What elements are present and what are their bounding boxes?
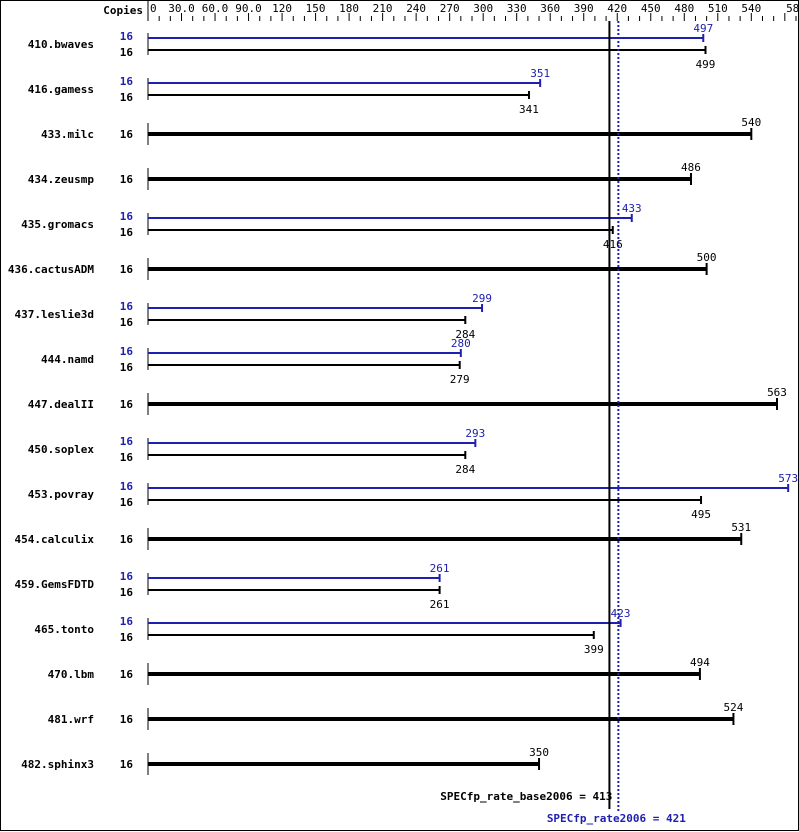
base-value: 563 bbox=[767, 386, 787, 399]
benchmark-name: 470.lbm bbox=[48, 668, 95, 681]
benchmark-name: 482.sphinx3 bbox=[21, 758, 94, 771]
benchmark-name: 465.tonto bbox=[34, 623, 94, 636]
peak-value: 351 bbox=[530, 67, 550, 80]
tick-label: 120 bbox=[272, 2, 292, 15]
base-value: 499 bbox=[696, 58, 716, 71]
benchmark-name: 453.povray bbox=[28, 488, 95, 501]
base-copies: 16 bbox=[120, 496, 134, 509]
peak-copies: 16 bbox=[120, 30, 134, 43]
benchmark-name: 459.GemsFDTD bbox=[15, 578, 95, 591]
peak-value: 497 bbox=[693, 22, 713, 35]
benchmark-name: 436.cactusADM bbox=[8, 263, 94, 276]
peak-copies: 16 bbox=[120, 300, 134, 313]
peak-value: 423 bbox=[611, 607, 631, 620]
tick-label: 90.0 bbox=[235, 2, 262, 15]
base-copies: 16 bbox=[120, 316, 134, 329]
tick-label: 210 bbox=[373, 2, 393, 15]
tick-label: 540 bbox=[741, 2, 761, 15]
tick-label: 480 bbox=[674, 2, 694, 15]
base-copies: 16 bbox=[120, 263, 134, 276]
tick-label: 420 bbox=[607, 2, 627, 15]
base-copies: 16 bbox=[120, 533, 134, 546]
peak-copies: 16 bbox=[120, 210, 134, 223]
base-value: 524 bbox=[723, 701, 743, 714]
base-copies: 16 bbox=[120, 226, 134, 239]
peak-value: 573 bbox=[778, 472, 798, 485]
peak-copies: 16 bbox=[120, 75, 134, 88]
base-value: 486 bbox=[681, 161, 701, 174]
base-copies: 16 bbox=[120, 91, 134, 104]
peak-copies: 16 bbox=[120, 615, 134, 628]
benchmark-name: 444.namd bbox=[41, 353, 94, 366]
base-value: 540 bbox=[741, 116, 761, 129]
base-value: 416 bbox=[603, 238, 623, 251]
base-value: 399 bbox=[584, 643, 604, 656]
tick-label: 0 bbox=[150, 2, 157, 15]
base-value: 341 bbox=[519, 103, 539, 116]
peak-summary-label: SPECfp_rate2006 = 421 bbox=[547, 812, 686, 825]
tick-label: 330 bbox=[507, 2, 527, 15]
base-copies: 16 bbox=[120, 668, 134, 681]
base-value: 350 bbox=[529, 746, 549, 759]
base-copies: 16 bbox=[120, 398, 134, 411]
benchmark-name: 434.zeusmp bbox=[28, 173, 95, 186]
base-copies: 16 bbox=[120, 758, 134, 771]
tick-label: 450 bbox=[641, 2, 661, 15]
tick-label: 60.0 bbox=[202, 2, 229, 15]
tick-label: 580 bbox=[786, 2, 799, 15]
peak-value: 261 bbox=[430, 562, 450, 575]
peak-value: 433 bbox=[622, 202, 642, 215]
benchmark-name: 450.soplex bbox=[28, 443, 95, 456]
base-value: 500 bbox=[697, 251, 717, 264]
base-copies: 16 bbox=[120, 631, 134, 644]
base-value: 494 bbox=[690, 656, 710, 669]
tick-label: 360 bbox=[540, 2, 560, 15]
tick-label: 150 bbox=[306, 2, 326, 15]
tick-label: 30.0 bbox=[168, 2, 195, 15]
peak-copies: 16 bbox=[120, 435, 134, 448]
tick-label: 180 bbox=[339, 2, 359, 15]
base-copies: 16 bbox=[120, 361, 134, 374]
base-copies: 16 bbox=[120, 451, 134, 464]
copies-header: Copies bbox=[103, 4, 143, 17]
peak-copies: 16 bbox=[120, 480, 134, 493]
benchmark-name: 447.dealII bbox=[28, 398, 94, 411]
base-copies: 16 bbox=[120, 46, 134, 59]
tick-label: 270 bbox=[440, 2, 460, 15]
benchmark-name: 435.gromacs bbox=[21, 218, 94, 231]
peak-copies: 16 bbox=[120, 345, 134, 358]
peak-value: 293 bbox=[465, 427, 485, 440]
peak-value: 299 bbox=[472, 292, 492, 305]
base-copies: 16 bbox=[120, 713, 134, 726]
base-value: 261 bbox=[430, 598, 450, 611]
peak-value: 280 bbox=[451, 337, 471, 350]
base-copies: 16 bbox=[120, 128, 134, 141]
benchmark-name: 481.wrf bbox=[48, 713, 94, 726]
benchmark-name: 433.milc bbox=[41, 128, 94, 141]
base-copies: 16 bbox=[120, 173, 134, 186]
benchmark-name: 416.gamess bbox=[28, 83, 94, 96]
base-summary-label: SPECfp_rate_base2006 = 413 bbox=[440, 790, 612, 803]
benchmark-name: 454.calculix bbox=[15, 533, 95, 546]
tick-label: 300 bbox=[473, 2, 493, 15]
benchmark-name: 437.leslie3d bbox=[15, 308, 94, 321]
peak-copies: 16 bbox=[120, 570, 134, 583]
base-value: 531 bbox=[731, 521, 751, 534]
benchmark-name: 410.bwaves bbox=[28, 38, 94, 51]
base-value: 495 bbox=[691, 508, 711, 521]
tick-label: 390 bbox=[574, 2, 594, 15]
tick-label: 240 bbox=[406, 2, 426, 15]
base-value: 284 bbox=[455, 463, 475, 476]
base-copies: 16 bbox=[120, 586, 134, 599]
base-value: 279 bbox=[450, 373, 470, 386]
base-value: 284 bbox=[455, 328, 475, 341]
tick-label: 510 bbox=[708, 2, 728, 15]
